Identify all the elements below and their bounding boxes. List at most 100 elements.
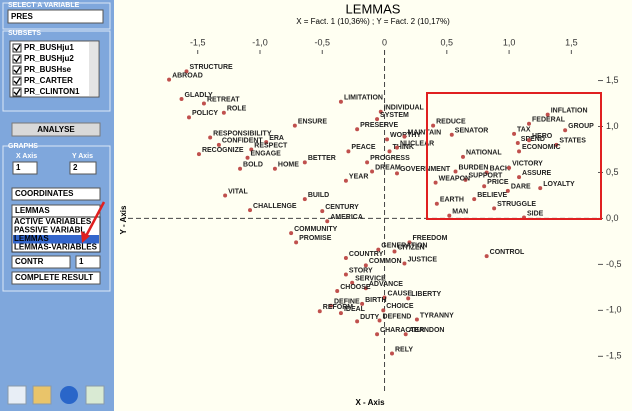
point-label: ENSURE xyxy=(298,118,328,125)
dropdown-option[interactable]: LEMMAS xyxy=(14,234,49,243)
point-label: COUNTRY xyxy=(349,251,384,258)
checkbox[interactable] xyxy=(12,43,22,53)
group-frame xyxy=(2,2,111,30)
stat-dropdown[interactable] xyxy=(11,255,71,269)
point-label: INDIVIDUAL xyxy=(384,105,425,112)
checkbox[interactable] xyxy=(12,76,22,86)
point-label: BACK xyxy=(490,165,510,172)
point-label: DUTY xyxy=(360,314,379,321)
point-label: REFORM xyxy=(323,304,354,311)
point-label: ASSURE xyxy=(522,170,552,177)
point-label: CHARACTER xyxy=(380,327,424,334)
point xyxy=(414,317,419,322)
point xyxy=(527,121,532,126)
point-label: SIDE xyxy=(527,210,544,217)
point xyxy=(167,77,172,82)
point xyxy=(378,109,383,114)
point xyxy=(449,132,454,137)
dropdown-value: 2 xyxy=(73,163,78,172)
point xyxy=(245,155,250,160)
point xyxy=(375,332,380,337)
point xyxy=(517,175,522,180)
point xyxy=(317,309,322,314)
check-mark xyxy=(13,88,21,96)
point xyxy=(484,170,489,175)
point-label: ADVANCE xyxy=(369,281,403,288)
point xyxy=(376,247,381,252)
checkbox[interactable] xyxy=(12,54,22,64)
point xyxy=(179,96,184,101)
point xyxy=(186,115,191,120)
point xyxy=(248,208,253,213)
point-label: CHOICE xyxy=(386,303,414,310)
point-label: RETREAT xyxy=(207,96,240,103)
checkbox[interactable] xyxy=(12,87,22,97)
point-label: VITAL xyxy=(228,188,248,195)
point xyxy=(365,160,370,165)
point-label: HERO xyxy=(532,133,553,140)
dropdown-option[interactable]: ACTIVE VARIABLES xyxy=(14,217,92,226)
x-axis-dropdown[interactable] xyxy=(12,161,38,175)
result-dropdown[interactable] xyxy=(11,271,101,285)
point xyxy=(292,123,297,128)
point-label: VICTORY xyxy=(512,161,543,168)
point-label: AMERICA xyxy=(330,214,363,221)
point-label: NUCLEAR xyxy=(400,141,434,148)
point-label: COMMON xyxy=(369,258,402,265)
point xyxy=(272,166,277,171)
point xyxy=(387,149,392,154)
point-label: BETTER xyxy=(308,155,336,162)
point xyxy=(216,142,221,147)
check-mark xyxy=(13,55,21,63)
point-label: DARE xyxy=(511,184,531,191)
point xyxy=(463,177,468,182)
point xyxy=(505,188,510,193)
checkbox[interactable] xyxy=(12,65,22,75)
point xyxy=(325,219,330,224)
point xyxy=(402,134,407,139)
icon-button[interactable] xyxy=(32,385,52,405)
point-label: NATIONAL xyxy=(466,150,502,157)
point xyxy=(447,213,452,218)
point-label: ENGAGE xyxy=(251,151,282,158)
icon-button[interactable] xyxy=(7,385,27,405)
chart-subtitle: X = Fact. 1 (10,36%) ; Y = Fact. 2 (10,1… xyxy=(296,17,450,26)
point-label: BIRTH xyxy=(365,297,386,304)
point xyxy=(507,165,512,170)
arrow-head xyxy=(81,231,90,243)
point xyxy=(482,184,487,189)
point xyxy=(377,318,382,323)
analyse-button[interactable] xyxy=(11,122,101,137)
point xyxy=(320,209,325,214)
variable-dropdown[interactable] xyxy=(7,9,104,24)
y-axis-dropdown[interactable] xyxy=(69,161,97,175)
point-label: GOVERNMENT xyxy=(400,166,451,173)
subset-label: PR_BUSHse xyxy=(24,65,72,74)
scrollbar[interactable] xyxy=(89,42,98,96)
subset-label: PR_CARTER xyxy=(24,76,73,85)
point xyxy=(201,101,206,106)
point xyxy=(360,301,365,306)
point-label: SPEND xyxy=(521,136,545,143)
dropdown-value: COORDINATES xyxy=(15,189,74,198)
group-label: GRAPHS xyxy=(8,143,38,150)
point-label: CENTURY xyxy=(325,204,359,211)
point-label: POLICY xyxy=(192,110,218,117)
point xyxy=(431,123,436,128)
point-label: BURDEN xyxy=(459,164,489,171)
point xyxy=(385,137,390,142)
point-label: SENATOR xyxy=(455,128,489,135)
point xyxy=(328,303,333,308)
stat-value-dropdown[interactable] xyxy=(75,255,101,269)
dropdown-option[interactable]: LEMMAS-VARIABLES xyxy=(14,243,98,252)
icon-button[interactable] xyxy=(85,385,105,405)
annotation-arrow xyxy=(83,201,106,239)
point xyxy=(370,169,375,174)
dropdown-option[interactable]: PASSIVE VARIABL xyxy=(14,226,85,235)
point-label: DREAM xyxy=(375,164,401,171)
help-button[interactable] xyxy=(60,386,78,404)
point-label: LIMITATION xyxy=(344,95,383,102)
point xyxy=(221,110,226,115)
mode-dropdown[interactable] xyxy=(11,187,101,201)
